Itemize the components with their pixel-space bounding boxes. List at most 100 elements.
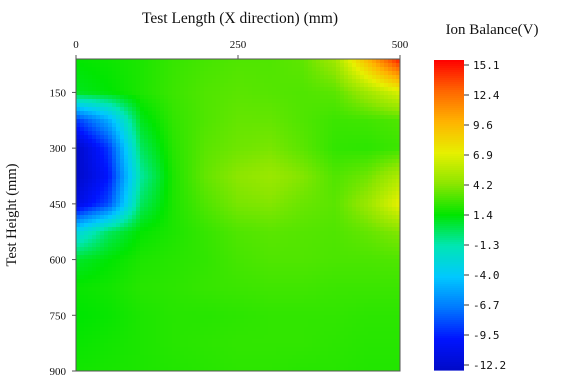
heatmap-cell — [96, 143, 101, 148]
heatmap-cell — [120, 203, 125, 208]
heatmap-cell — [212, 275, 217, 280]
heatmap-cell — [188, 107, 193, 112]
heatmap-cell — [180, 99, 185, 104]
heatmap-cell — [196, 111, 201, 116]
heatmap-cell — [188, 143, 193, 148]
heatmap-cell — [320, 195, 325, 200]
heatmap-cell — [188, 195, 193, 200]
heatmap-cell — [348, 103, 353, 108]
heatmap-cell — [248, 79, 253, 84]
heatmap-cell — [396, 163, 400, 168]
heatmap-cell — [236, 203, 241, 208]
heatmap-cell — [116, 147, 121, 152]
heatmap-cell — [292, 223, 297, 228]
heatmap-cell — [304, 151, 309, 156]
heatmap-cell — [308, 151, 313, 156]
heatmap-cell — [320, 171, 325, 176]
heatmap-cell — [100, 263, 105, 268]
heatmap-cell — [92, 143, 97, 148]
heatmap-cell — [164, 103, 169, 108]
heatmap-cell — [200, 211, 205, 216]
heatmap-cell — [316, 179, 321, 184]
heatmap-cell — [252, 203, 257, 208]
heatmap-cell — [208, 207, 213, 212]
heatmap-cell — [136, 211, 141, 216]
heatmap-cell — [212, 303, 217, 308]
heatmap-cell — [156, 167, 161, 172]
heatmap-cell — [184, 139, 189, 144]
heatmap-cell — [316, 187, 321, 192]
heatmap-cell — [264, 167, 269, 172]
heatmap-cell — [340, 219, 345, 224]
heatmap-cell — [248, 235, 253, 240]
heatmap-cell — [172, 143, 177, 148]
heatmap-cell — [164, 71, 169, 76]
heatmap-cell — [180, 267, 185, 272]
heatmap-cell — [380, 255, 385, 260]
heatmap-cell — [188, 191, 193, 196]
heatmap-cell — [140, 183, 145, 188]
heatmap-cell — [312, 259, 317, 264]
heatmap-cell — [300, 111, 305, 116]
heatmap-cell — [368, 239, 373, 244]
heatmap-cell — [364, 243, 369, 248]
heatmap-cell — [384, 67, 389, 72]
heatmap-cell — [144, 87, 149, 92]
heatmap-cell — [160, 283, 165, 288]
heatmap-cell — [356, 211, 361, 216]
heatmap-cell — [312, 167, 317, 172]
heatmap-cell — [132, 291, 137, 296]
heatmap-cell — [188, 287, 193, 292]
heatmap-cell — [392, 159, 397, 164]
heatmap-cell — [204, 247, 209, 252]
heatmap-cell — [360, 287, 365, 292]
heatmap-cell — [160, 291, 165, 296]
heatmap-cell — [144, 71, 149, 76]
heatmap-cell — [384, 147, 389, 152]
heatmap-cell — [268, 271, 273, 276]
heatmap-cell — [240, 275, 245, 280]
heatmap-cell — [256, 63, 261, 68]
heatmap-cell — [356, 199, 361, 204]
heatmap-cell — [252, 287, 257, 292]
heatmap-cell — [372, 223, 377, 228]
heatmap-cell — [164, 75, 169, 80]
heatmap-cell — [76, 155, 81, 160]
heatmap-cell — [124, 275, 129, 280]
heatmap-cell — [296, 95, 301, 100]
heatmap-cell — [372, 239, 377, 244]
heatmap-cell — [172, 243, 177, 248]
heatmap-cell — [136, 295, 141, 300]
heatmap-cell — [152, 59, 157, 64]
heatmap-cell — [348, 163, 353, 168]
heatmap-cell — [300, 275, 305, 280]
heatmap-cell — [192, 291, 197, 296]
heatmap-cell — [244, 255, 249, 260]
heatmap-cell — [96, 75, 101, 80]
heatmap-cell — [372, 159, 377, 164]
heatmap-cell — [216, 271, 221, 276]
heatmap-cell — [108, 203, 113, 208]
heatmap-cell — [152, 175, 157, 180]
heatmap-cell — [344, 167, 349, 172]
heatmap-cell — [128, 275, 133, 280]
heatmap-cell — [368, 203, 373, 208]
heatmap-cell — [216, 283, 221, 288]
heatmap-cell — [372, 247, 377, 252]
heatmap-cell — [288, 59, 293, 64]
heatmap-cell — [308, 223, 313, 228]
heatmap-cell — [356, 163, 361, 168]
heatmap-cell — [384, 291, 389, 296]
heatmap-cell — [164, 227, 169, 232]
heatmap-cell — [212, 195, 217, 200]
heatmap-cell — [108, 115, 113, 120]
heatmap-cell — [176, 219, 181, 224]
heatmap-cell — [96, 123, 101, 128]
heatmap-cell — [384, 75, 389, 80]
heatmap-cell — [148, 115, 153, 120]
heatmap-cell — [244, 235, 249, 240]
heatmap-cell — [356, 251, 361, 256]
heatmap-cell — [100, 107, 105, 112]
heatmap-cell — [180, 299, 185, 304]
heatmap-cell — [248, 295, 253, 300]
